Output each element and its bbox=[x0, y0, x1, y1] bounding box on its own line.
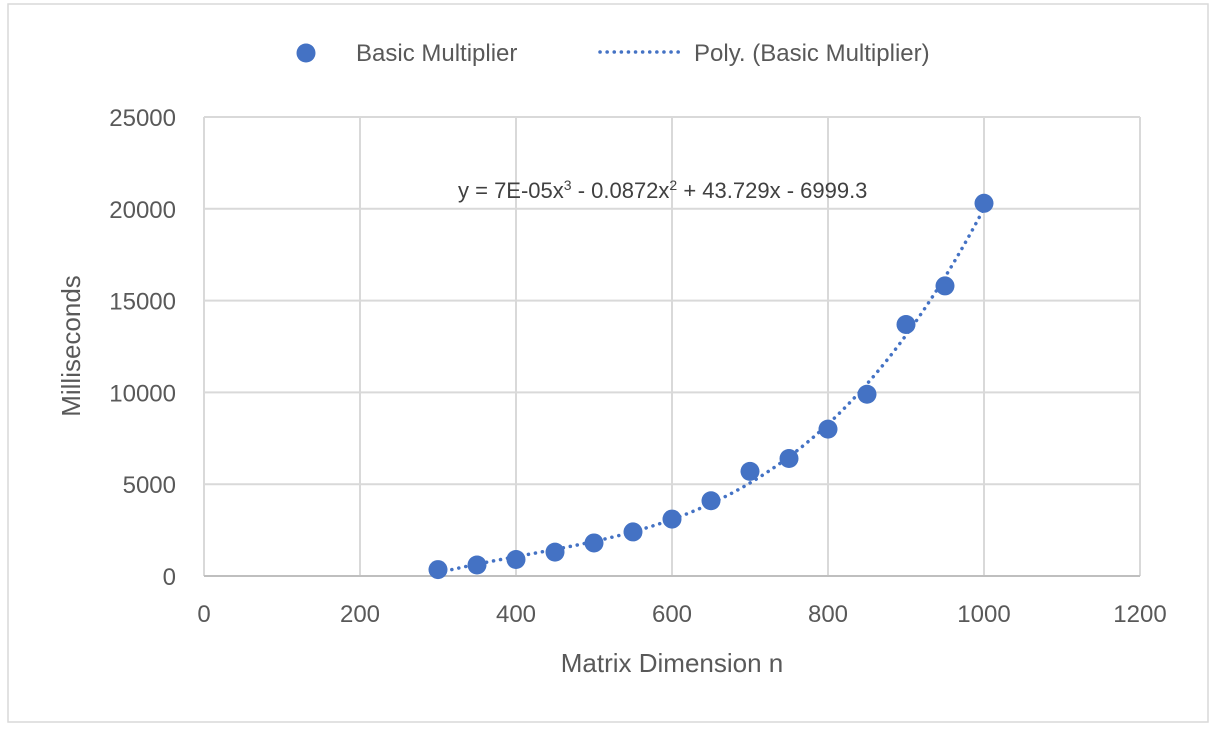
data-point bbox=[545, 542, 565, 562]
data-point bbox=[935, 276, 955, 296]
x-tick-label: 1000 bbox=[957, 601, 1010, 628]
data-point bbox=[662, 509, 682, 529]
data-point bbox=[896, 314, 916, 334]
data-point bbox=[974, 193, 994, 213]
y-tick-label: 20000 bbox=[109, 197, 176, 224]
x-axis-title: Matrix Dimension n bbox=[561, 648, 784, 678]
x-tick-label: 200 bbox=[340, 601, 380, 628]
data-point bbox=[701, 491, 721, 511]
y-axis-title: Milliseconds bbox=[56, 275, 86, 417]
data-point bbox=[818, 419, 838, 439]
data-point bbox=[623, 522, 643, 542]
data-points bbox=[428, 193, 994, 580]
chart-border bbox=[7, 3, 1209, 723]
x-tick-label: 1200 bbox=[1113, 601, 1166, 628]
y-tick-label: 15000 bbox=[109, 289, 176, 316]
x-tick-label: 0 bbox=[197, 601, 210, 628]
data-point bbox=[779, 448, 799, 468]
y-tick-label: 10000 bbox=[109, 380, 176, 407]
x-tick-label: 600 bbox=[652, 601, 692, 628]
legend-label-basic-multiplier: Basic Multiplier bbox=[356, 40, 517, 67]
gridlines bbox=[203, 116, 1141, 577]
data-point bbox=[506, 549, 526, 569]
trendline-equation: y = 7E-05x3 - 0.0872x2 + 43.729x - 6999.… bbox=[458, 177, 867, 203]
data-point bbox=[584, 533, 604, 553]
legend-label-trendline: Poly. (Basic Multiplier) bbox=[694, 40, 930, 67]
legend: Basic Multiplier Poly. (Basic Multiplier… bbox=[296, 40, 930, 67]
y-tick-label: 0 bbox=[163, 564, 176, 591]
x-tick-label: 400 bbox=[496, 601, 536, 628]
data-point bbox=[857, 384, 877, 404]
data-point bbox=[740, 461, 760, 481]
legend-marker-basic-multiplier bbox=[296, 43, 316, 63]
x-tick-label: 800 bbox=[808, 601, 848, 628]
y-tick-label: 5000 bbox=[123, 472, 176, 499]
data-point bbox=[428, 560, 448, 580]
data-point bbox=[467, 555, 487, 575]
x-tick-labels: 0 200 400 600 800 1000 1200 bbox=[197, 601, 1166, 628]
y-tick-labels: 0 5000 10000 15000 20000 25000 bbox=[109, 105, 176, 591]
y-tick-label: 25000 bbox=[109, 105, 176, 132]
